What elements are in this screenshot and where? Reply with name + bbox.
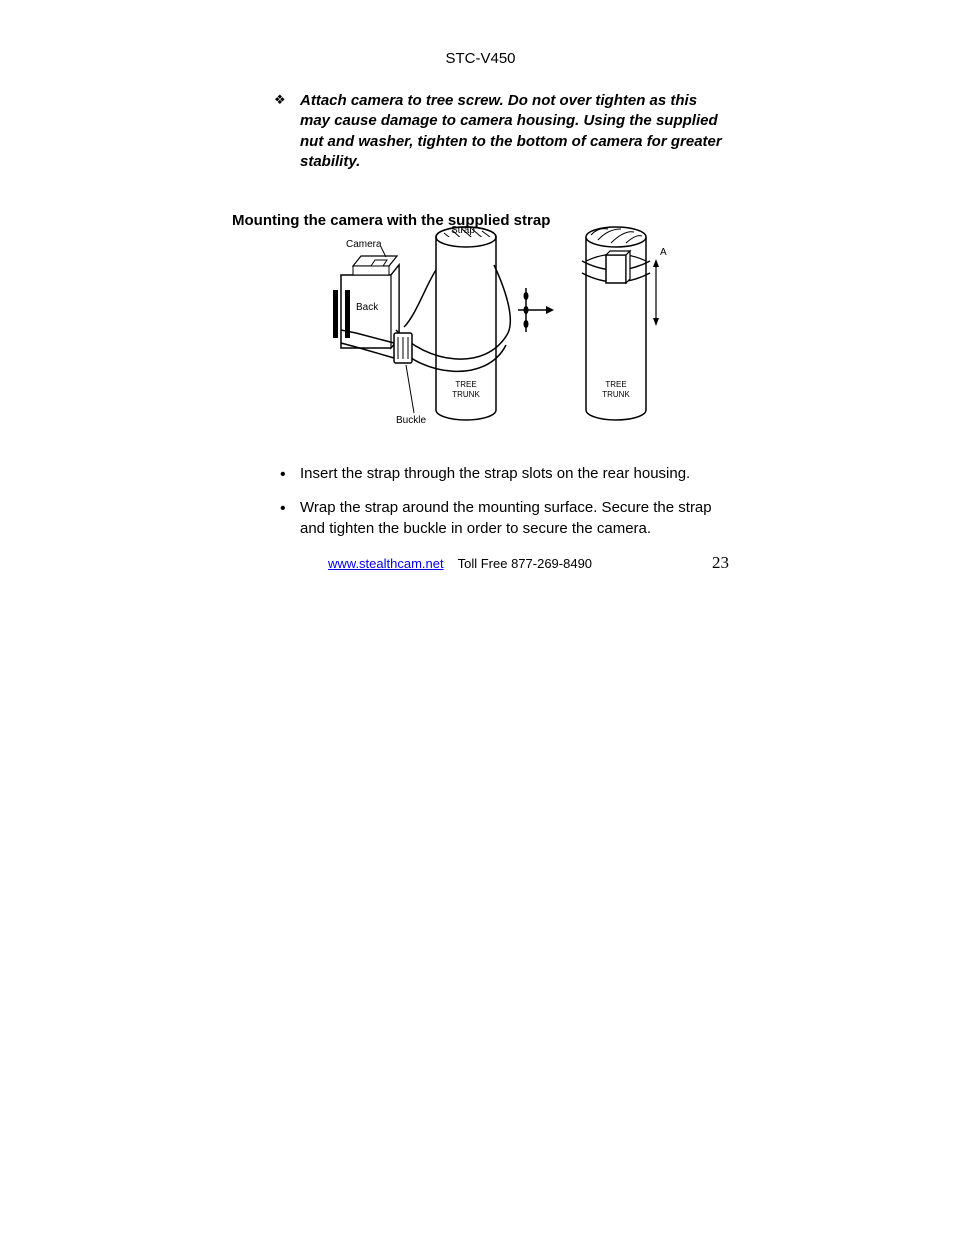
footer-phone: Toll Free 877-269-8490 <box>458 556 592 571</box>
diagram-label-tree-trunk-1b: TRUNK <box>452 390 480 399</box>
diagram-label-buckle: Buckle <box>396 415 426 426</box>
page-body: STC-V450 Attach camera to tree screw. Do… <box>0 0 954 573</box>
instruction-item: Attach camera to tree screw. Do not over… <box>280 91 729 172</box>
diagram-label-tree-trunk-1: TREE <box>455 380 476 389</box>
diagram-label-tree-trunk-2: TREE <box>605 380 626 389</box>
page-header-model: STC-V450 <box>232 50 729 67</box>
mounting-diagram: Back TREE TRUNK <box>232 225 729 450</box>
page-footer: www.stealthcam.net Toll Free 877-269-849… <box>232 553 729 573</box>
diagram-label-a: A <box>660 247 667 258</box>
footer-link[interactable]: www.stealthcam.net <box>328 556 444 571</box>
steps-list: Insert the strap through the strap slots… <box>232 464 729 539</box>
diagram-label-strap: Strap <box>451 225 475 236</box>
step-item-1: Insert the strap through the strap slots… <box>280 464 729 484</box>
diagram-label-back: Back <box>356 302 379 313</box>
instruction-list: Attach camera to tree screw. Do not over… <box>232 91 729 172</box>
mounting-diagram-svg: Back TREE TRUNK <box>286 225 676 445</box>
diagram-label-tree-trunk-2b: TRUNK <box>602 390 630 399</box>
diagram-label-camera: Camera <box>346 239 382 250</box>
footer-page-number: 23 <box>712 553 729 573</box>
step-item-2: Wrap the strap around the mounting surfa… <box>280 498 729 539</box>
